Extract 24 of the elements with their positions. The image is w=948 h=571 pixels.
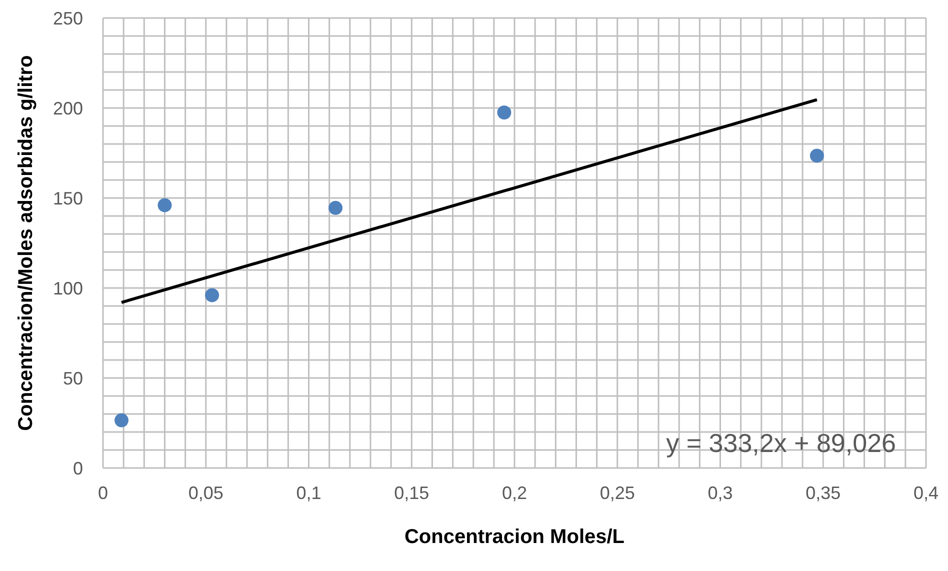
x-tick-label: 0,05 xyxy=(188,482,224,503)
annotation: y = 333,2x + 89,026 xyxy=(666,428,896,459)
point xyxy=(114,413,129,428)
point xyxy=(328,200,342,215)
point xyxy=(205,288,220,302)
point xyxy=(810,148,824,163)
y-tick-label: 100 xyxy=(52,278,83,298)
point xyxy=(497,106,512,120)
y-axis-title: Concentracion/Moles adsorbidas g/litro xyxy=(15,55,38,431)
x-tick-label: 0,1 xyxy=(296,482,322,503)
x-tick-label: 0,3 xyxy=(708,482,733,503)
point xyxy=(158,198,172,212)
x-axis-title: Concentracion Moles/L xyxy=(404,526,625,548)
x-tick-label: 0,4 xyxy=(913,482,939,503)
x-tick-label: 0,35 xyxy=(806,482,841,503)
x-tick-label: 0,2 xyxy=(502,482,528,503)
x-tick-label: 0,15 xyxy=(394,482,430,503)
x-tick-label: 0,25 xyxy=(600,482,635,503)
y-tick-label: 200 xyxy=(52,98,83,118)
x-tick-label: 0 xyxy=(98,482,108,503)
y-tick-label: 150 xyxy=(52,188,83,208)
y-tick-label: 50 xyxy=(62,368,83,388)
y-tick-label: 250 xyxy=(52,8,83,28)
y-tick-label: 0 xyxy=(72,458,83,478)
